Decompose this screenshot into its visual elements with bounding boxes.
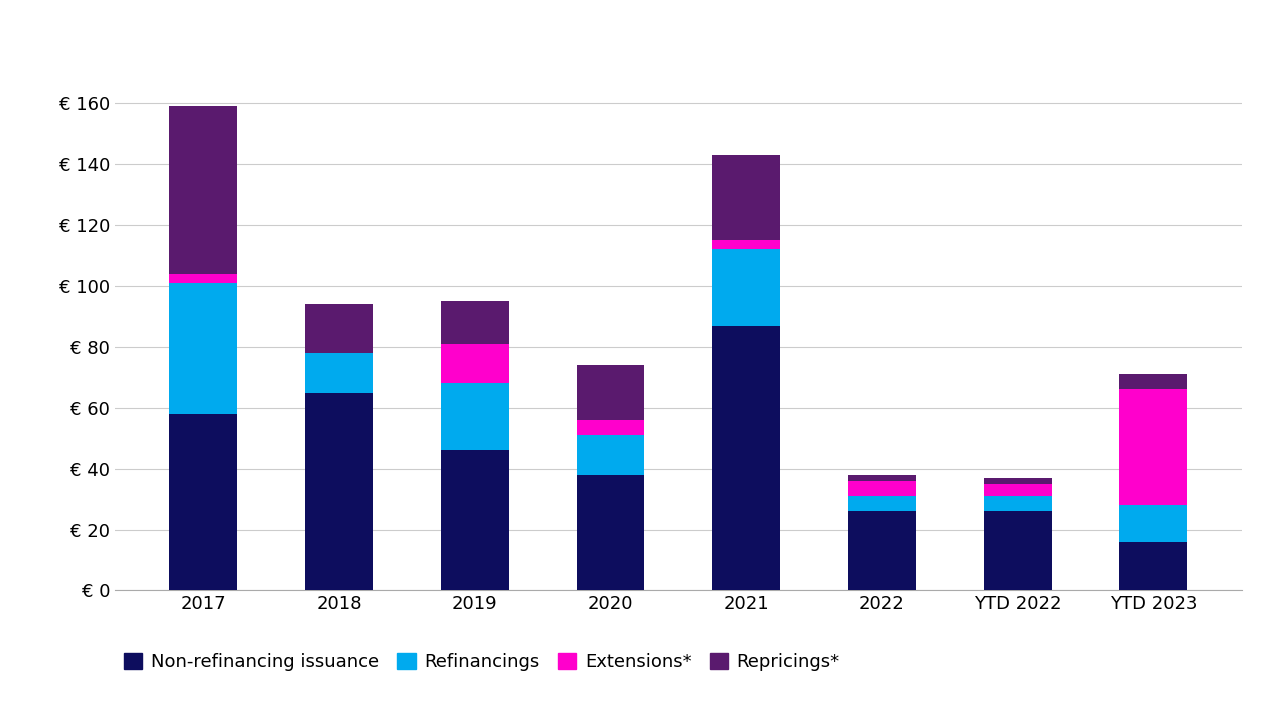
Bar — [440, 450, 508, 590]
Bar — [713, 249, 781, 325]
Bar — [169, 414, 237, 590]
Bar — [576, 420, 644, 435]
Bar — [713, 155, 781, 240]
Bar — [1120, 541, 1188, 590]
Bar — [1120, 505, 1188, 541]
Bar — [576, 365, 644, 420]
Bar — [440, 343, 508, 383]
Bar — [713, 325, 781, 590]
Bar — [305, 392, 372, 590]
Bar — [576, 435, 644, 474]
Bar — [849, 496, 916, 511]
Bar — [713, 240, 781, 249]
Bar — [169, 274, 237, 283]
Bar — [440, 301, 508, 343]
Bar — [305, 353, 372, 392]
Bar — [169, 283, 237, 414]
Bar — [305, 305, 372, 353]
Bar — [849, 511, 916, 590]
Bar — [169, 107, 237, 274]
Bar — [1120, 390, 1188, 505]
Bar — [984, 496, 1052, 511]
Bar — [849, 481, 916, 496]
Bar — [576, 474, 644, 590]
Bar — [984, 484, 1052, 496]
Bar — [984, 511, 1052, 590]
Bar — [1120, 374, 1188, 390]
Bar — [849, 474, 916, 481]
Legend: Non-refinancing issuance, Refinancings, Extensions*, Repricings*: Non-refinancing issuance, Refinancings, … — [124, 653, 840, 671]
Bar — [984, 478, 1052, 484]
Bar — [440, 383, 508, 450]
